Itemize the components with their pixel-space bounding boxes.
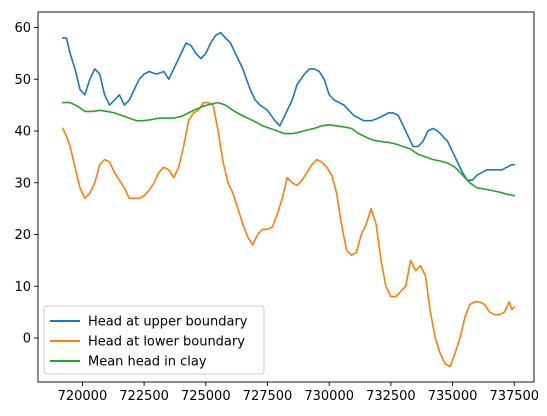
x-tick-label: 722500 xyxy=(119,389,169,404)
series-line-3 xyxy=(61,101,516,197)
x-tick-label: 732500 xyxy=(366,389,416,404)
axes-frame xyxy=(37,11,535,383)
x-tick-label: 730000 xyxy=(304,389,354,404)
x-tick-label: 727500 xyxy=(243,389,293,404)
legend-label: Mean head in clay xyxy=(88,355,207,370)
axes: 720000 722500 725000 727500 730000 732500 7350… xyxy=(14,11,539,404)
legend-label: Head at lower boundary xyxy=(88,335,245,350)
plot-area xyxy=(61,31,516,368)
y-tick-label: 50 xyxy=(14,73,31,88)
y-tick-label: 20 xyxy=(14,228,31,243)
legend-label: Head at upper boundary xyxy=(88,315,248,330)
legend: Head at upper boundary Head at lower boun… xyxy=(43,305,265,375)
series-line-1 xyxy=(61,31,516,181)
x-tick-label: 725000 xyxy=(181,389,231,404)
legend-box xyxy=(43,305,265,375)
x-tick-label: 720000 xyxy=(58,389,108,404)
y-tick-label: 60 xyxy=(14,21,31,36)
x-tick-label: 735000 xyxy=(428,389,478,404)
y-tick-label: 30 xyxy=(14,176,31,191)
y-tick-label: 0 xyxy=(23,332,31,347)
x-tick-label: 737500 xyxy=(489,389,539,404)
series-line-2 xyxy=(61,101,516,368)
y-tick-label: 10 xyxy=(14,280,31,295)
y-tick-label: 40 xyxy=(14,125,31,140)
